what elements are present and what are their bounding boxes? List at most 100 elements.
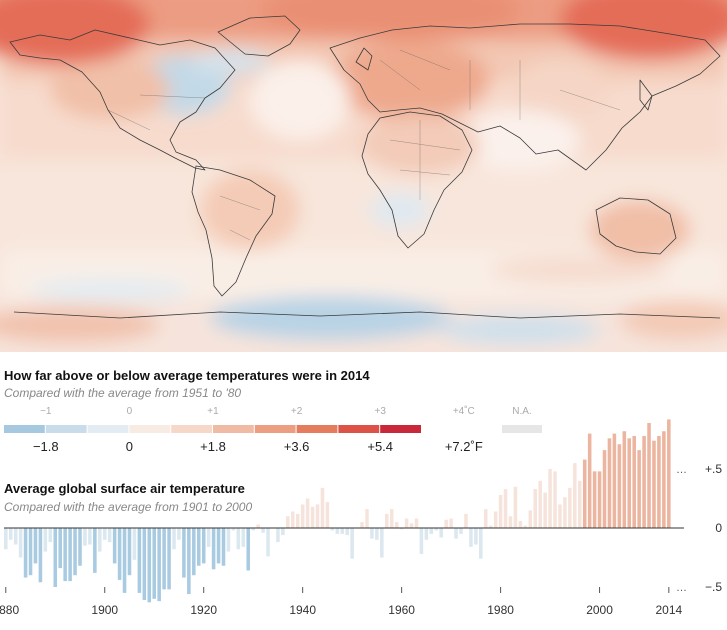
temperature-bar	[553, 471, 557, 528]
temperature-bar	[221, 528, 226, 566]
temperature-bar	[305, 498, 310, 528]
temperature-bar	[622, 431, 627, 528]
temperature-bar	[488, 525, 493, 528]
temperature-bar	[340, 528, 345, 534]
temperature-bar	[276, 528, 280, 543]
temperature-bar	[33, 528, 38, 564]
temperature-bar	[617, 444, 622, 528]
temperature-bar	[335, 528, 340, 534]
temperature-bar	[523, 525, 528, 528]
legend-swatch	[380, 425, 421, 433]
temperature-bar	[612, 433, 617, 528]
temperature-bar	[290, 511, 295, 528]
bar-chart-subtitle: Compared with the average from 1901 to 2…	[4, 500, 253, 514]
temperature-bar	[360, 522, 364, 528]
temperature-bar	[399, 528, 404, 530]
legend-celsius-label: +3	[374, 406, 386, 417]
temperature-bar	[4, 528, 8, 550]
temperature-bar	[365, 509, 369, 528]
y-tick-label: +.5	[705, 462, 722, 476]
legend-fahrenheit-label: +7.2˚F	[445, 439, 483, 454]
temperature-bar	[503, 489, 508, 528]
temperature-bar	[286, 516, 290, 528]
legend-swatch	[296, 425, 338, 433]
temperature-bar	[261, 528, 265, 533]
legend-swatch	[4, 425, 45, 433]
temperature-bar	[597, 471, 602, 528]
legend-fahrenheit-label: +3.6	[284, 439, 310, 454]
temperature-bar	[563, 497, 567, 528]
legend-fahrenheit-label: +5.4	[367, 439, 393, 454]
temperature-bar	[93, 528, 97, 573]
temperature-bar	[380, 528, 384, 558]
temperature-bar	[236, 528, 241, 550]
temperature-bar	[582, 459, 587, 528]
legend-swatch	[129, 425, 171, 433]
temperature-bar	[226, 528, 231, 552]
temperature-bar	[602, 450, 607, 528]
map-subtitle: Compared with the average from 1951 to '…	[4, 386, 242, 400]
temperature-bar	[404, 518, 409, 528]
temperature-bar	[409, 523, 414, 528]
temperature-bar	[429, 528, 434, 534]
temperature-bar	[389, 509, 394, 528]
legend-celsius-label: +2	[291, 406, 303, 417]
temperature-bar	[568, 487, 572, 528]
bar-chart-title: Average global surface air temperature	[4, 481, 245, 496]
legend-swatch	[87, 425, 129, 433]
anomaly-field	[0, 0, 727, 352]
temperature-anomaly-map	[0, 0, 727, 352]
legend-swatch	[254, 425, 296, 433]
temperature-bar	[18, 528, 23, 558]
temperature-bar	[157, 528, 161, 602]
temperature-bar	[63, 528, 67, 582]
temperature-bar	[662, 431, 666, 528]
temperature-bar	[385, 513, 389, 528]
legend-swatch	[171, 425, 212, 433]
temperature-bar	[53, 528, 58, 587]
temperature-bar	[241, 528, 246, 547]
temperature-bar	[142, 528, 147, 600]
temperature-bar	[424, 528, 429, 540]
temperature-bar	[112, 528, 117, 564]
temperature-bar	[23, 528, 28, 578]
temperature-bar	[102, 528, 107, 540]
temperature-bar	[439, 528, 443, 538]
temperature-bar	[38, 528, 43, 583]
temperature-bar	[211, 528, 216, 570]
global-temperature-bar-chart: … +1˚F … +.5 0 … −.5 1880 1900 1920 1940 1960 1980 20…	[0, 415, 722, 617]
temperature-bar	[538, 480, 542, 528]
temperature-bar	[375, 528, 379, 540]
temperature-bar	[652, 440, 656, 528]
temperature-bar	[350, 528, 354, 559]
country-borders	[107, 49, 621, 241]
temperature-bar	[642, 435, 646, 528]
temperature-bar	[533, 489, 538, 528]
temperature-bar	[345, 528, 349, 536]
temperature-bar	[558, 504, 562, 528]
temperature-bar	[68, 528, 72, 582]
temperature-bar	[315, 504, 320, 528]
legend-swatch	[338, 425, 380, 433]
temperature-bar	[231, 528, 236, 531]
temperature-bar	[513, 486, 518, 528]
temperature-bar	[246, 528, 251, 571]
temperature-bar	[498, 494, 503, 528]
temperature-bar	[370, 528, 374, 539]
y-tick-label: −.5	[705, 580, 722, 594]
legend-fahrenheit-label: +1.8	[200, 439, 226, 454]
legend-na-label: N.A.	[512, 406, 531, 417]
temperature-bar	[13, 528, 18, 545]
x-tick-label: 2014	[655, 603, 682, 617]
temperature-bar	[632, 435, 636, 528]
y-tick-dots: …	[676, 464, 687, 476]
legend-celsius-label: −1	[40, 406, 52, 417]
temperature-bar	[508, 516, 513, 528]
temperature-bar	[419, 528, 424, 554]
temperature-bar	[201, 528, 206, 564]
temperature-bar	[206, 528, 211, 547]
temperature-bar	[454, 528, 458, 539]
temperature-bar	[493, 511, 498, 528]
temperature-bar	[152, 528, 156, 599]
temperature-bar	[127, 528, 132, 576]
